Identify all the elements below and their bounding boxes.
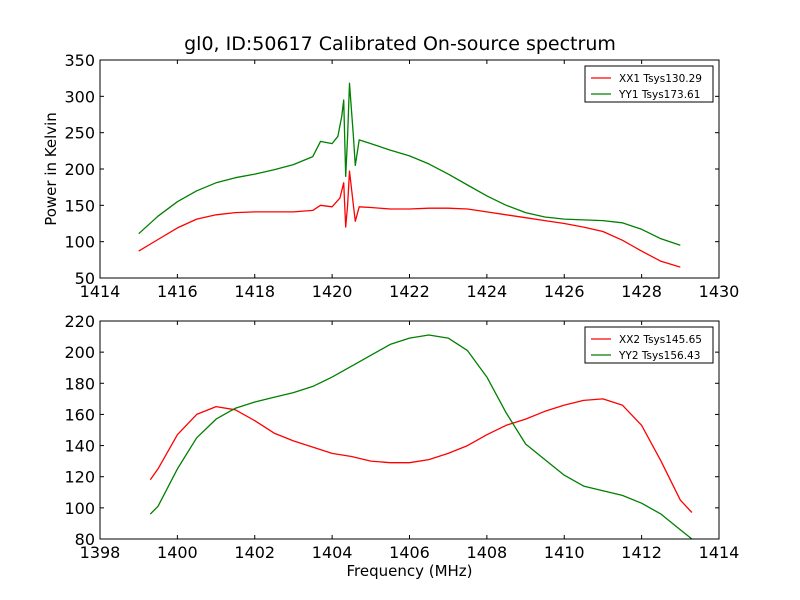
legend-entry: YY1 Tsys173.61 xyxy=(618,89,700,101)
y-tick-label: 140 xyxy=(64,437,95,456)
y-tick-label: 200 xyxy=(64,160,95,179)
x-tick-label: 1428 xyxy=(621,282,662,301)
y-tick-label: 180 xyxy=(64,374,95,393)
x-tick-label: 1406 xyxy=(389,543,430,562)
legend-box xyxy=(584,326,714,364)
y-tick-label: 300 xyxy=(64,87,95,106)
series-line-xx2 xyxy=(149,398,693,513)
y-tick-label: 120 xyxy=(64,468,95,487)
x-tick-label: 1404 xyxy=(312,543,353,562)
legend-entry: XX2 Tsys145.65 xyxy=(619,334,702,346)
bottom-panel: 1398 1400 1402 1404 1406 1408 1410 1412 1414 80 10… xyxy=(64,312,739,580)
x-tick-label: 1414 xyxy=(80,282,121,301)
x-tick-label: 1424 xyxy=(467,282,508,301)
x-tick-label: 1400 xyxy=(157,543,198,562)
x-tick-label: 1402 xyxy=(234,543,275,562)
x-tick-label: 1416 xyxy=(157,282,198,301)
y-tick-label: 160 xyxy=(64,405,95,424)
y-tick-label: 220 xyxy=(64,312,95,331)
y-tick-label: 50 xyxy=(75,269,95,288)
series-line-yy2 xyxy=(149,334,693,539)
legend-box xyxy=(584,65,714,103)
y-tick-label: 250 xyxy=(64,124,95,143)
x-tick-label: 1420 xyxy=(312,282,353,301)
x-tick-label: 1422 xyxy=(389,282,430,301)
legend-entry: XX1 Tsys130.29 xyxy=(619,73,702,85)
series-line-xx1 xyxy=(138,170,681,268)
x-tick-label: 1414 xyxy=(699,543,740,562)
x-tick-label: 1418 xyxy=(234,282,275,301)
x-tick-label: 1408 xyxy=(467,543,508,562)
x-tick-label: 1412 xyxy=(621,543,662,562)
y-tick-label: 150 xyxy=(64,196,95,215)
y-tick-label: 200 xyxy=(64,343,95,362)
x-tick-label: 1426 xyxy=(544,282,585,301)
x-tick-label: 1410 xyxy=(544,543,585,562)
x-tick-label: 1398 xyxy=(80,543,121,562)
legend-entry: YY2 Tsys156.43 xyxy=(618,350,700,362)
chart-title: gl0, ID:50617 Calibrated On-source spect… xyxy=(184,33,616,55)
y-axis-label: Power in Kelvin xyxy=(42,112,60,226)
x-axis-label: Frequency (MHz) xyxy=(346,562,472,580)
y-tick-label: 100 xyxy=(64,499,95,518)
x-tick-label: 1430 xyxy=(699,282,740,301)
top-panel: 1414 1416 1418 1420 1422 1424 1426 1428 1430 50 10… xyxy=(42,51,739,301)
y-tick-label: 80 xyxy=(75,530,95,549)
series-line-yy1 xyxy=(138,82,681,246)
y-tick-label: 100 xyxy=(64,233,95,252)
y-tick-label: 350 xyxy=(64,51,95,70)
